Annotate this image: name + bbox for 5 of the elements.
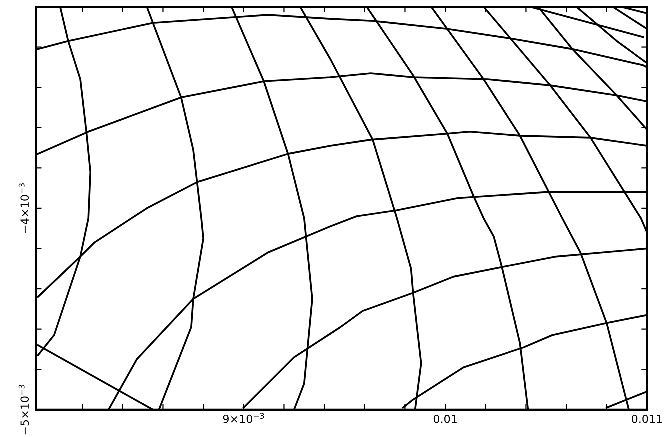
x-tick-label: 9×10$^{−3}$ [223, 413, 264, 424]
x-tick-label: 0.011 [632, 414, 662, 424]
y-tick-label: −5×10$^{−3}$ [18, 385, 30, 435]
x-tick-label: 0.01 [434, 414, 457, 424]
y-tick-label: −4×10$^{−3}$ [18, 184, 30, 234]
